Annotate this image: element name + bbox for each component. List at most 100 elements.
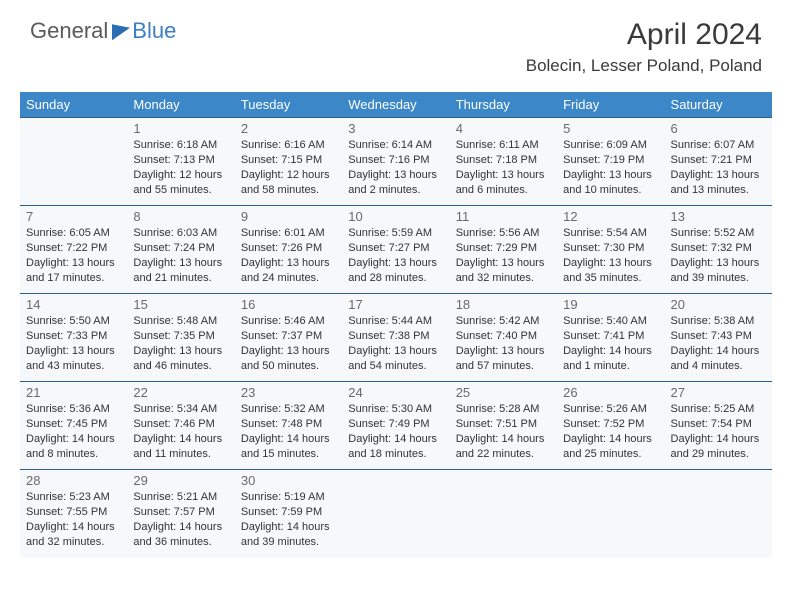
sunrise-line: Sunrise: 5:40 AM xyxy=(563,314,658,329)
day-number: 21 xyxy=(26,385,121,400)
calendar-cell: 7Sunrise: 6:05 AMSunset: 7:22 PMDaylight… xyxy=(20,206,127,294)
daylight-line: Daylight: 13 hours and 10 minutes. xyxy=(563,168,658,198)
location: Bolecin, Lesser Poland, Poland xyxy=(526,56,762,76)
sunrise-line: Sunrise: 5:44 AM xyxy=(348,314,443,329)
weekday-header: Saturday xyxy=(665,92,772,118)
sunrise-line: Sunrise: 6:11 AM xyxy=(456,138,551,153)
sunset-line: Sunset: 7:37 PM xyxy=(241,329,336,344)
day-number: 22 xyxy=(133,385,228,400)
title-block: April 2024 Bolecin, Lesser Poland, Polan… xyxy=(526,18,762,76)
sunrise-line: Sunrise: 5:23 AM xyxy=(26,490,121,505)
day-details: Sunrise: 5:48 AMSunset: 7:35 PMDaylight:… xyxy=(133,314,228,373)
calendar-row: 21 Sunrise: 5:36 AMSunset: 7:45 PMDayligh… xyxy=(20,382,772,470)
day-number: 17 xyxy=(348,297,443,312)
day-number: 6 xyxy=(671,121,766,136)
daylight-line: Daylight: 14 hours and 11 minutes. xyxy=(133,432,228,462)
daylight-line: Daylight: 12 hours and 58 minutes. xyxy=(241,168,336,198)
daylight-line: Daylight: 13 hours and 6 minutes. xyxy=(456,168,551,198)
day-number: 15 xyxy=(133,297,228,312)
daylight-line: Daylight: 13 hours and 17 minutes. xyxy=(26,256,121,286)
sunset-line: Sunset: 7:46 PM xyxy=(133,417,228,432)
logo-text-blue: Blue xyxy=(132,18,176,44)
day-number: 4 xyxy=(456,121,551,136)
sunset-line: Sunset: 7:57 PM xyxy=(133,505,228,520)
calendar-cell xyxy=(665,470,772,558)
daylight-line: Daylight: 13 hours and 2 minutes. xyxy=(348,168,443,198)
sunset-line: Sunset: 7:21 PM xyxy=(671,153,766,168)
sunrise-line: Sunrise: 5:38 AM xyxy=(671,314,766,329)
day-number: 9 xyxy=(241,209,336,224)
sunset-line: Sunset: 7:29 PM xyxy=(456,241,551,256)
logo-text-general: General xyxy=(30,18,108,44)
header: General Blue April 2024 Bolecin, Lesser … xyxy=(0,0,792,84)
daylight-line: Daylight: 13 hours and 21 minutes. xyxy=(133,256,228,286)
sunset-line: Sunset: 7:15 PM xyxy=(241,153,336,168)
day-details: Sunrise: 6:14 AMSunset: 7:16 PMDaylight:… xyxy=(348,138,443,197)
calendar-cell: 5Sunrise: 6:09 AMSunset: 7:19 PMDaylight… xyxy=(557,118,664,206)
sunrise-line: Sunrise: 6:14 AM xyxy=(348,138,443,153)
sunrise-line: Sunrise: 6:18 AM xyxy=(133,138,228,153)
day-number: 7 xyxy=(26,209,121,224)
calendar-cell: 11Sunrise: 5:56 AMSunset: 7:29 PMDayligh… xyxy=(450,206,557,294)
day-number: 14 xyxy=(26,297,121,312)
day-number: 13 xyxy=(671,209,766,224)
sunset-line: Sunset: 7:41 PM xyxy=(563,329,658,344)
calendar-cell: 22 Sunrise: 5:34 AMSunset: 7:46 PMDayligh… xyxy=(127,382,234,470)
sunrise-line: Sunrise: 6:07 AM xyxy=(671,138,766,153)
sunset-line: Sunset: 7:33 PM xyxy=(26,329,121,344)
day-details: Sunrise: 5:36 AMSunset: 7:45 PMDaylight:… xyxy=(26,402,121,461)
calendar-cell: 27Sunrise: 5:25 AMSunset: 7:54 PMDayligh… xyxy=(665,382,772,470)
day-number: 29 xyxy=(133,473,228,488)
sunrise-line: Sunrise: 5:25 AM xyxy=(671,402,766,417)
daylight-line: Daylight: 14 hours and 29 minutes. xyxy=(671,432,766,462)
sunrise-line: Sunrise: 5:34 AM xyxy=(133,402,228,417)
calendar-cell: 16Sunrise: 5:46 AMSunset: 7:37 PMDayligh… xyxy=(235,294,342,382)
sunrise-line: Sunrise: 6:05 AM xyxy=(26,226,121,241)
calendar-table: Sunday Monday Tuesday Wednesday Thursday… xyxy=(20,92,772,558)
month-title: April 2024 xyxy=(526,18,762,52)
weekday-header: Friday xyxy=(557,92,664,118)
calendar-cell: 15 Sunrise: 5:48 AMSunset: 7:35 PMDayligh… xyxy=(127,294,234,382)
day-number: 27 xyxy=(671,385,766,400)
sunset-line: Sunset: 7:48 PM xyxy=(241,417,336,432)
day-details: Sunrise: 5:40 AMSunset: 7:41 PMDaylight:… xyxy=(563,314,658,373)
sunset-line: Sunset: 7:51 PM xyxy=(456,417,551,432)
day-details: Sunrise: 6:03 AMSunset: 7:24 PMDaylight:… xyxy=(133,226,228,285)
day-details: Sunrise: 5:26 AMSunset: 7:52 PMDaylight:… xyxy=(563,402,658,461)
calendar-cell xyxy=(20,118,127,206)
day-number: 10 xyxy=(348,209,443,224)
daylight-line: Daylight: 13 hours and 46 minutes. xyxy=(133,344,228,374)
day-details: Sunrise: 6:18 AMSunset: 7:13 PMDaylight:… xyxy=(133,138,228,197)
sunrise-line: Sunrise: 5:30 AM xyxy=(348,402,443,417)
day-details: Sunrise: 5:46 AMSunset: 7:37 PMDaylight:… xyxy=(241,314,336,373)
sunrise-line: Sunrise: 5:46 AM xyxy=(241,314,336,329)
sunrise-line: Sunrise: 5:28 AM xyxy=(456,402,551,417)
day-details: Sunrise: 5:56 AMSunset: 7:29 PMDaylight:… xyxy=(456,226,551,285)
calendar-cell: 3Sunrise: 6:14 AMSunset: 7:16 PMDaylight… xyxy=(342,118,449,206)
daylight-line: Daylight: 14 hours and 36 minutes. xyxy=(133,520,228,550)
sunset-line: Sunset: 7:13 PM xyxy=(133,153,228,168)
day-number: 1 xyxy=(133,121,228,136)
weekday-header-row: Sunday Monday Tuesday Wednesday Thursday… xyxy=(20,92,772,118)
sunrise-line: Sunrise: 6:09 AM xyxy=(563,138,658,153)
sunrise-line: Sunrise: 5:42 AM xyxy=(456,314,551,329)
calendar-cell: 24Sunrise: 5:30 AMSunset: 7:49 PMDayligh… xyxy=(342,382,449,470)
weekday-header: Sunday xyxy=(20,92,127,118)
calendar-cell: 19Sunrise: 5:40 AMSunset: 7:41 PMDayligh… xyxy=(557,294,664,382)
calendar-cell: 1 Sunrise: 6:18 AMSunset: 7:13 PMDaylight… xyxy=(127,118,234,206)
daylight-line: Daylight: 14 hours and 1 minute. xyxy=(563,344,658,374)
calendar-cell: 23 Sunrise: 5:32 AMSunset: 7:48 PMDayligh… xyxy=(235,382,342,470)
sunrise-line: Sunrise: 5:50 AM xyxy=(26,314,121,329)
sunset-line: Sunset: 7:35 PM xyxy=(133,329,228,344)
day-details: Sunrise: 5:59 AMSunset: 7:27 PMDaylight:… xyxy=(348,226,443,285)
day-number: 23 xyxy=(241,385,336,400)
calendar-cell: 13Sunrise: 5:52 AMSunset: 7:32 PMDayligh… xyxy=(665,206,772,294)
daylight-line: Daylight: 14 hours and 25 minutes. xyxy=(563,432,658,462)
day-details: Sunrise: 5:32 AMSunset: 7:48 PMDaylight:… xyxy=(241,402,336,461)
calendar-cell: 14Sunrise: 5:50 AMSunset: 7:33 PMDayligh… xyxy=(20,294,127,382)
daylight-line: Daylight: 14 hours and 39 minutes. xyxy=(241,520,336,550)
day-details: Sunrise: 5:28 AMSunset: 7:51 PMDaylight:… xyxy=(456,402,551,461)
daylight-line: Daylight: 13 hours and 54 minutes. xyxy=(348,344,443,374)
sunset-line: Sunset: 7:55 PM xyxy=(26,505,121,520)
daylight-line: Daylight: 13 hours and 28 minutes. xyxy=(348,256,443,286)
